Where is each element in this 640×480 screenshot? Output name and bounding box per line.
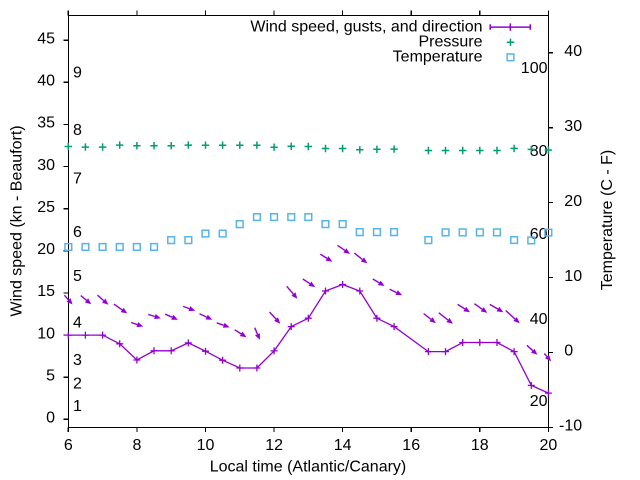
svg-text:Wind speed (kn - Beaufort): Wind speed (kn - Beaufort) xyxy=(9,125,26,316)
svg-text:80: 80 xyxy=(530,143,548,160)
svg-text:40: 40 xyxy=(564,43,582,60)
svg-text:Temperature: Temperature xyxy=(393,49,483,66)
svg-text:18: 18 xyxy=(471,437,489,454)
svg-text:20: 20 xyxy=(37,241,55,258)
svg-text:0: 0 xyxy=(564,343,573,360)
svg-text:100: 100 xyxy=(521,60,548,77)
svg-text:10: 10 xyxy=(564,268,582,285)
svg-text:30: 30 xyxy=(37,157,55,174)
svg-text:4: 4 xyxy=(73,314,82,331)
svg-text:12: 12 xyxy=(265,437,283,454)
svg-text:20: 20 xyxy=(540,437,558,454)
svg-text:16: 16 xyxy=(402,437,420,454)
svg-text:14: 14 xyxy=(334,437,352,454)
svg-text:25: 25 xyxy=(37,199,55,216)
svg-text:5: 5 xyxy=(46,367,55,384)
svg-text:35: 35 xyxy=(37,115,55,132)
svg-text:8: 8 xyxy=(132,437,141,454)
svg-text:Wind speed, gusts, and directi: Wind speed, gusts, and direction xyxy=(250,18,482,35)
svg-text:8: 8 xyxy=(73,122,82,139)
svg-text:45: 45 xyxy=(37,31,55,48)
svg-text:1: 1 xyxy=(73,398,82,415)
svg-text:10: 10 xyxy=(37,325,55,342)
svg-text:5: 5 xyxy=(73,268,82,285)
svg-text:6: 6 xyxy=(73,224,82,241)
svg-text:40: 40 xyxy=(37,73,55,90)
svg-text:3: 3 xyxy=(73,352,82,369)
svg-text:0: 0 xyxy=(46,410,55,427)
svg-text:9: 9 xyxy=(73,64,82,81)
svg-text:Pressure: Pressure xyxy=(418,34,482,51)
svg-text:15: 15 xyxy=(37,283,55,300)
svg-text:Local time (Atlantic/Canary): Local time (Atlantic/Canary) xyxy=(210,459,407,476)
svg-text:30: 30 xyxy=(564,118,582,135)
svg-text:7: 7 xyxy=(73,170,82,187)
svg-text:2: 2 xyxy=(73,375,82,392)
svg-text:-10: -10 xyxy=(559,418,582,435)
svg-text:Temperature (C - F): Temperature (C - F) xyxy=(599,150,616,290)
svg-text:6: 6 xyxy=(64,437,73,454)
svg-text:40: 40 xyxy=(530,311,548,328)
svg-text:20: 20 xyxy=(564,193,582,210)
svg-text:20: 20 xyxy=(530,393,548,410)
svg-text:10: 10 xyxy=(197,437,215,454)
